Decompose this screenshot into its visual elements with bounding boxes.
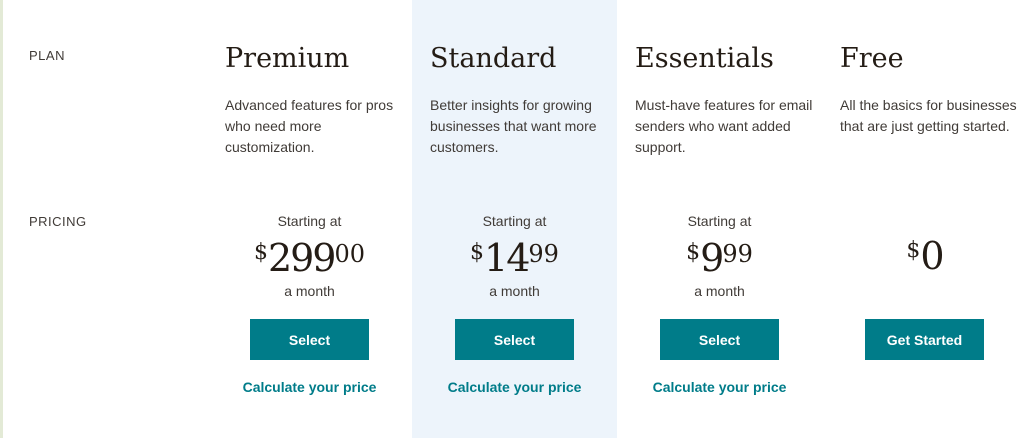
- currency: $: [906, 238, 921, 263]
- plan-description: Must-have features for email senders who…: [635, 97, 813, 155]
- plan-description: Better insights for growing businesses t…: [430, 97, 597, 155]
- row-label-pricing: PRICING: [29, 214, 87, 229]
- price-cents: 00: [334, 240, 366, 268]
- calculate-price-link[interactable]: Calculate your price: [652, 379, 787, 395]
- plan-price: $1499: [412, 236, 617, 280]
- billing-period: a month: [694, 283, 745, 299]
- plan-name: Premium: [225, 43, 350, 74]
- plan-column-standard: Standard Better insights for growing bus…: [412, 0, 617, 438]
- starting-at: Starting at: [277, 213, 342, 229]
- plan-price: $0: [822, 234, 1022, 278]
- currency: $: [686, 240, 701, 265]
- price-cents: 99: [722, 240, 753, 268]
- plan-column-free: Free All the basics for businesses that …: [822, 0, 1022, 438]
- starting-at: Starting at: [482, 213, 547, 229]
- plan-price: $999: [617, 236, 822, 280]
- select-essentials-button[interactable]: Select: [660, 319, 779, 360]
- get-started-button[interactable]: Get Started: [865, 319, 984, 360]
- price-amount: 0: [920, 234, 944, 278]
- plan-column-essentials: Essentials Must-have features for email …: [617, 0, 822, 438]
- row-label-plan: PLAN: [29, 48, 65, 63]
- select-standard-button[interactable]: Select: [455, 319, 574, 360]
- plan-description: All the basics for businesses that are j…: [840, 97, 1017, 134]
- price-cents: 99: [528, 240, 559, 268]
- currency: $: [253, 240, 268, 265]
- plan-name: Essentials: [635, 43, 774, 74]
- price-amount: 9: [700, 236, 724, 280]
- plan-price: $29900: [207, 236, 412, 280]
- price-amount: 14: [484, 236, 530, 280]
- calculate-price-link[interactable]: Calculate your price: [242, 379, 377, 395]
- plan-name: Free: [840, 43, 904, 74]
- currency: $: [470, 240, 485, 265]
- plan-name: Standard: [430, 43, 557, 74]
- billing-period: a month: [284, 283, 335, 299]
- starting-at: Starting at: [687, 213, 752, 229]
- plan-description: Advanced features for pros who need more…: [225, 97, 394, 155]
- plan-column-premium: Premium Advanced features for pros who n…: [207, 0, 412, 438]
- select-premium-button[interactable]: Select: [250, 319, 369, 360]
- billing-period: a month: [489, 283, 540, 299]
- left-border: [0, 0, 3, 438]
- calculate-price-link[interactable]: Calculate your price: [447, 379, 582, 395]
- price-amount: 299: [267, 236, 337, 280]
